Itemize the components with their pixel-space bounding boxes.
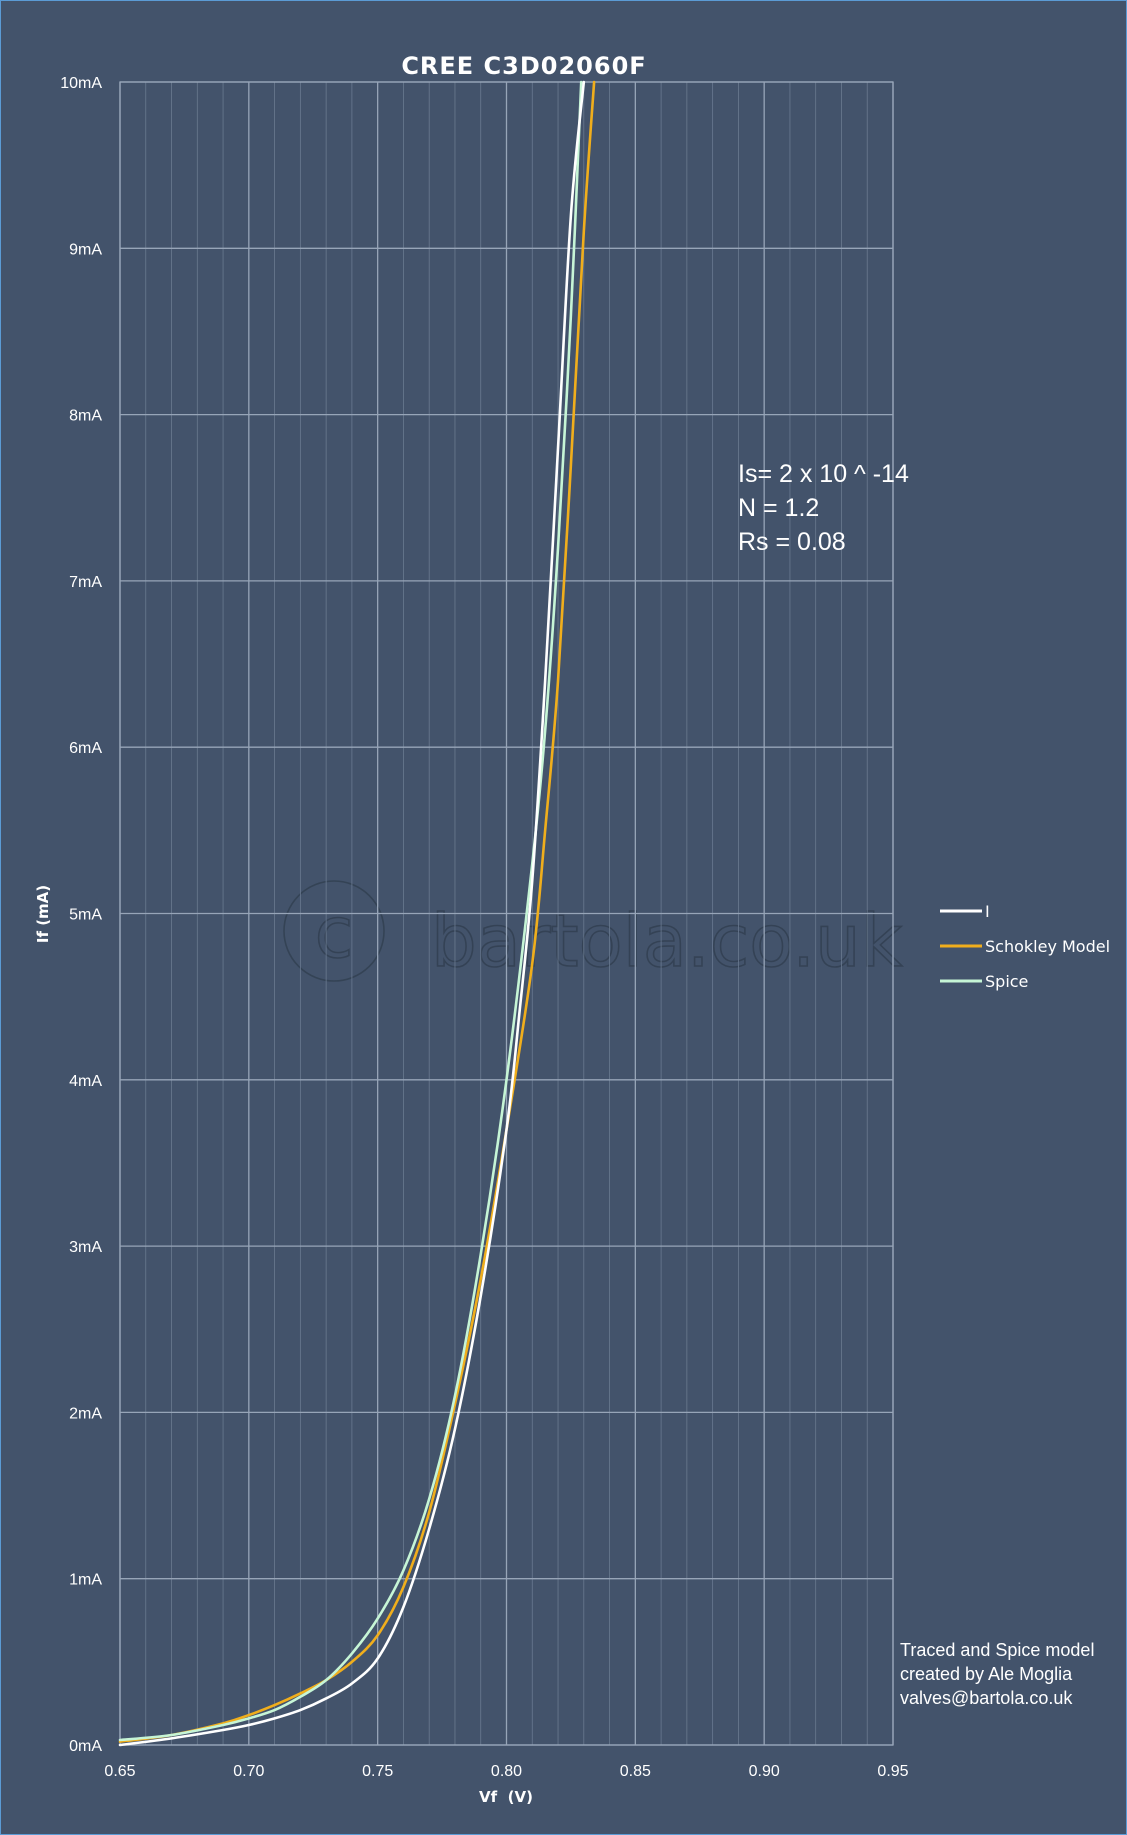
y-tick-label: 9mA xyxy=(69,241,102,258)
series-layer xyxy=(118,80,596,1747)
param-rs: Rs = 0.08 xyxy=(738,528,846,556)
legend-label-i: I xyxy=(985,902,990,921)
series-line-i xyxy=(118,80,586,1747)
y-tick-label: 4mA xyxy=(69,1073,102,1090)
param-n: N = 1.2 xyxy=(738,494,819,522)
series-line-spice xyxy=(118,80,583,1742)
y-tick-label: 1mA xyxy=(69,1572,102,1589)
x-axis-label: Vf (V) xyxy=(479,1788,533,1806)
model-parameters: Is= 2 x 10 ^ -14 N = 1.2 Rs = 0.08 xyxy=(738,460,909,556)
y-tick-label: 8mA xyxy=(69,408,102,425)
legend: I Schokley Model Spice xyxy=(940,902,1110,991)
y-tick-label: 6mA xyxy=(69,740,102,757)
y-tick-label: 5mA xyxy=(69,907,102,924)
x-tick-label: 0.70 xyxy=(233,1763,264,1780)
watermark: c bartola.co.uk xyxy=(283,880,903,984)
credit-block: Traced and Spice model created by Ale Mo… xyxy=(900,1640,1094,1708)
y-tick-label: 0mA xyxy=(69,1738,102,1755)
tick-labels: 0.65 0.70 0.75 0.80 0.85 0.90 0.95 0mA 1mA 2mA 3mA… xyxy=(60,75,908,1780)
x-tick-label: 0.85 xyxy=(620,1763,651,1780)
grid xyxy=(119,81,894,1746)
credit-line-1: Traced and Spice model xyxy=(900,1640,1094,1660)
y-tick-label: 2mA xyxy=(69,1405,102,1422)
x-tick-label: 0.95 xyxy=(877,1763,908,1780)
chart-title: CREE C3D02060F xyxy=(401,52,646,80)
legend-label-schokley-model: Schokley Model xyxy=(985,937,1110,956)
x-tick-label: 0.90 xyxy=(749,1763,780,1780)
plot-border xyxy=(119,81,894,1746)
watermark-copyright-c: c xyxy=(315,892,354,974)
legend-label-spice: Spice xyxy=(985,972,1028,991)
x-tick-label: 0.75 xyxy=(362,1763,393,1780)
param-is: Is= 2 x 10 ^ -14 xyxy=(738,460,909,488)
watermark-copyright-circle xyxy=(283,880,385,982)
y-tick-label: 10mA xyxy=(60,75,102,92)
watermark-text: bartola.co.uk xyxy=(431,899,903,983)
series-line-schokley-model xyxy=(118,80,596,1743)
x-tick-label: 0.65 xyxy=(104,1763,135,1780)
credit-line-3: valves@bartola.co.uk xyxy=(900,1688,1073,1708)
y-tick-label: 3mA xyxy=(69,1239,102,1256)
y-tick-label: 7mA xyxy=(69,574,102,591)
x-tick-label: 0.80 xyxy=(491,1763,522,1780)
credit-line-2: created by Ale Moglia xyxy=(900,1664,1073,1684)
y-axis-label: If (mA) xyxy=(34,885,52,943)
